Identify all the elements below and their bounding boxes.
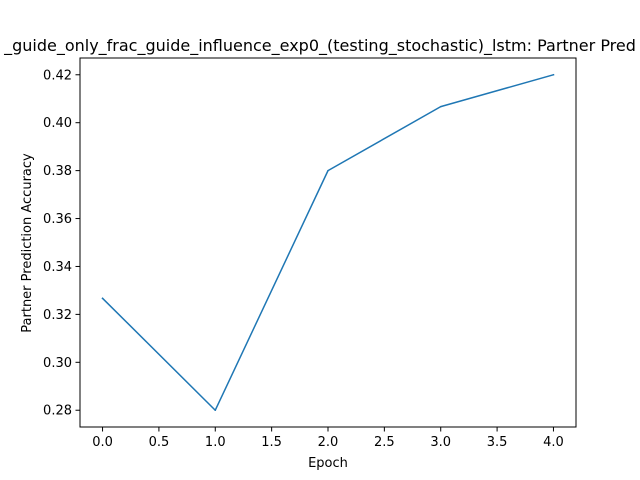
data-point	[101, 297, 104, 300]
x-tick-label: 4.0	[543, 435, 564, 450]
y-tick-label: 0.36	[43, 212, 72, 227]
data-point	[552, 74, 555, 76]
y-tick-label: 0.28	[43, 404, 72, 419]
x-tick-label: 3.0	[430, 435, 451, 450]
x-tick-label: 2.5	[374, 435, 395, 450]
data-point	[439, 105, 442, 108]
data-point	[214, 409, 217, 411]
x-tick-label: 0.5	[149, 435, 170, 450]
x-tick-label: 2.0	[318, 435, 339, 450]
x-tick-label: 3.5	[487, 435, 508, 450]
y-tick-label: 0.32	[43, 308, 72, 323]
x-axis-label: Epoch	[308, 456, 348, 471]
axes: 0.0 0.5 1.0 1.5 2.0 2.5 3.0 3.5 4.0 0.28 0.30 0.32 0…	[43, 57, 577, 450]
x-tick-label: 1.0	[205, 435, 226, 450]
chart-title: _guide_only_frac_guide_influence_exp0_(t…	[3, 36, 636, 56]
x-tick-label: 1.5	[261, 435, 282, 450]
y-tick-label: 0.38	[43, 164, 72, 179]
y-tick-label: 0.42	[43, 68, 72, 83]
y-tick-label: 0.30	[43, 356, 72, 371]
y-tick-label: 0.34	[43, 260, 72, 275]
x-tick-label: 0.0	[92, 435, 113, 450]
y-tick-label: 0.40	[43, 116, 72, 131]
y-axis-label: Partner Prediction Accuracy	[20, 153, 35, 333]
data-point	[327, 169, 329, 172]
